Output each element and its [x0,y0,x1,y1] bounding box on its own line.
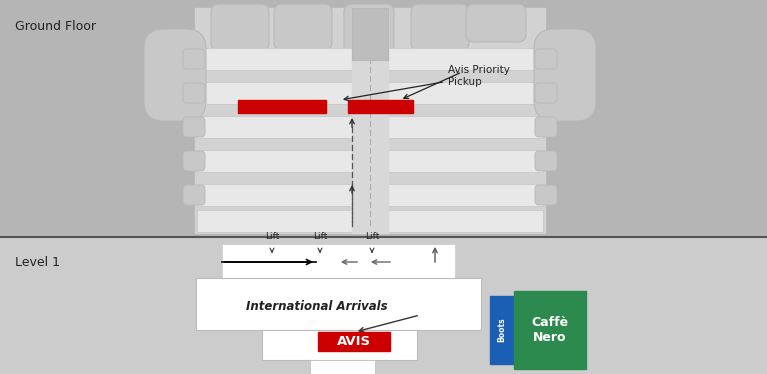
Text: Caffè
Nero: Caffè Nero [532,316,568,344]
Text: AVIS: AVIS [337,335,371,348]
Text: Lift: Lift [313,232,328,241]
Text: Ground Floor: Ground Floor [15,20,96,33]
FancyBboxPatch shape [466,4,526,42]
Bar [197,150,543,172]
Bar [195,8,545,233]
Bar [0,237,767,374]
Bar [310,360,375,374]
Bar [197,48,543,70]
FancyBboxPatch shape [535,49,557,69]
Bar [0,0,767,237]
FancyBboxPatch shape [211,4,269,50]
Bar [352,8,388,233]
FancyBboxPatch shape [183,83,205,103]
FancyBboxPatch shape [535,117,557,137]
FancyBboxPatch shape [183,117,205,137]
Bar [352,8,388,60]
FancyBboxPatch shape [144,29,206,121]
Bar [197,82,543,104]
Bar [490,296,514,364]
Text: International Arrivals: International Arrivals [246,300,387,313]
Text: Level 1: Level 1 [15,255,60,269]
Bar [348,100,413,113]
Text: Boots: Boots [498,318,506,342]
Bar [222,244,455,278]
Bar [197,210,543,232]
FancyBboxPatch shape [534,29,596,121]
Bar [197,116,543,138]
Bar [197,184,543,206]
FancyBboxPatch shape [183,185,205,205]
Bar [514,291,586,369]
Text: Lift: Lift [265,232,279,241]
Text: Lift: Lift [365,232,379,241]
FancyBboxPatch shape [535,83,557,103]
FancyBboxPatch shape [344,4,394,67]
Bar [238,100,326,113]
FancyBboxPatch shape [274,4,332,50]
Bar [318,332,390,351]
FancyBboxPatch shape [535,185,557,205]
FancyBboxPatch shape [183,49,205,69]
Bar [196,278,481,330]
Bar [262,330,417,360]
Text: Avis Priority
Pickup: Avis Priority Pickup [344,65,510,101]
FancyBboxPatch shape [535,151,557,171]
FancyBboxPatch shape [411,4,469,50]
FancyBboxPatch shape [183,151,205,171]
